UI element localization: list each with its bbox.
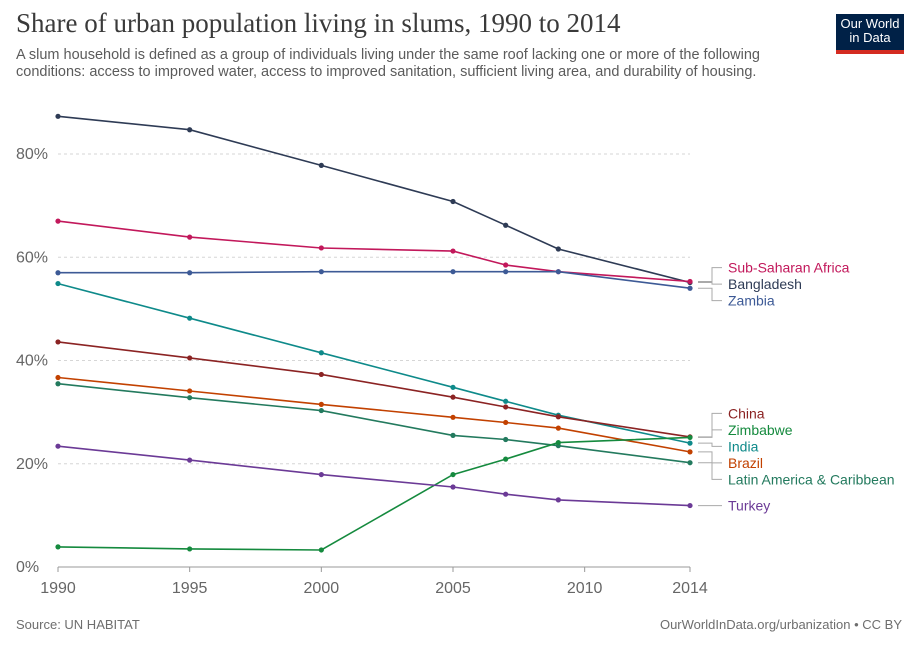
data-point-2-2: [318, 269, 324, 275]
series-line-3: [57, 282, 691, 444]
data-point-8-0: [55, 443, 61, 449]
data-point-3-4: [503, 398, 509, 404]
data-point-0-3: [450, 198, 456, 205]
data-point-3-0: [55, 280, 61, 287]
data-point-1-0: [55, 218, 61, 224]
data-point-0-1: [187, 127, 193, 133]
data-point-0-4: [503, 222, 509, 228]
data-point-7-4: [503, 456, 509, 462]
data-point-4-1: [187, 355, 193, 361]
chart-title: Share of urban population living in slum…: [16, 8, 621, 38]
data-point-8-3: [450, 484, 456, 490]
label-leader-7: [698, 429, 722, 438]
data-point-7-0: [55, 544, 61, 550]
label-leader-5: [698, 451, 722, 464]
data-point-4-3: [450, 394, 456, 400]
series-label-1: Sub-Saharan Africa: [728, 260, 850, 276]
data-point-6-4: [503, 436, 509, 443]
data-point-2-1: [187, 270, 193, 276]
data-point-1-1: [187, 234, 193, 240]
x-tick-label-2: 2000: [304, 580, 340, 597]
data-point-2-5: [555, 269, 561, 275]
logo-line-1: Our World: [840, 16, 900, 31]
data-point-5-4: [503, 419, 509, 426]
data-point-8-4: [503, 491, 509, 497]
data-point-4-4: [503, 404, 509, 410]
data-point-6-1: [187, 395, 193, 401]
data-point-1-3: [450, 248, 456, 254]
data-point-8-2: [318, 471, 324, 478]
data-point-1-2: [318, 245, 324, 251]
data-point-6-2: [318, 407, 324, 414]
data-point-0-5: [555, 246, 561, 252]
series-label-3: India: [728, 438, 759, 454]
data-point-8-5: [555, 497, 561, 503]
data-point-6-0: [55, 381, 61, 387]
chart-subtitle: A slum household is defined as a group o…: [16, 47, 760, 80]
data-point-4-5: [555, 414, 561, 420]
y-tick-label-4: 80%: [16, 146, 48, 163]
label-leader-2: [698, 287, 722, 302]
y-tick-label-2: 40%: [16, 353, 48, 370]
label-leader-4: [698, 412, 722, 438]
source-note: Source: UN HABITAT: [16, 617, 140, 632]
series-label-5: Brazil: [728, 455, 763, 471]
label-leader-3: [698, 442, 722, 447]
data-point-3-2: [318, 350, 324, 356]
data-point-5-5: [555, 425, 561, 431]
data-point-5-6: [687, 449, 693, 455]
data-point-7-3: [450, 471, 456, 478]
data-point-7-6: [687, 434, 693, 441]
series-line-4: [57, 341, 691, 438]
series-label-4: China: [728, 405, 765, 421]
y-tick-label-1: 20%: [16, 456, 48, 473]
data-point-2-6: [687, 285, 693, 291]
series-label-7: Zimbabwe: [728, 422, 793, 438]
data-point-7-5: [555, 439, 561, 446]
data-point-1-6: [687, 278, 693, 285]
series-label-0: Bangladesh: [728, 276, 802, 292]
y-tick-label-0: 0%: [16, 559, 39, 576]
series-label-8: Turkey: [728, 498, 770, 514]
label-leader-1: [698, 267, 722, 282]
data-point-7-2: [318, 547, 324, 553]
data-point-6-6: [687, 460, 693, 466]
data-point-5-0: [55, 374, 61, 381]
data-point-3-1: [187, 315, 193, 321]
series-label-6: Latin America & Caribbean: [728, 471, 895, 487]
data-point-4-2: [318, 371, 324, 378]
data-point-3-3: [450, 384, 456, 390]
data-point-8-6: [687, 502, 693, 509]
x-tick-label-4: 2010: [567, 580, 603, 597]
series-line-0: [57, 115, 691, 284]
data-point-7-1: [187, 546, 193, 552]
data-point-5-1: [187, 388, 193, 394]
data-point-1-4: [503, 262, 509, 268]
x-tick-label-1: 1995: [172, 580, 208, 597]
owid-logo[interactable]: Our World in Data: [836, 14, 904, 54]
label-leader-0: [698, 282, 722, 285]
data-point-8-1: [187, 457, 193, 463]
data-point-2-3: [450, 269, 456, 275]
y-tick-label-3: 60%: [16, 249, 48, 266]
data-point-0-0: [55, 113, 61, 119]
credit-link[interactable]: OurWorldInData.org/urbanization • CC BY: [659, 617, 902, 632]
data-point-2-4: [503, 269, 509, 275]
series-line-8: [57, 445, 691, 507]
x-tick-label-5: 2014: [672, 580, 708, 597]
data-point-0-2: [318, 162, 324, 168]
data-point-2-0: [55, 270, 61, 276]
data-point-5-2: [318, 401, 324, 407]
data-point-6-3: [450, 432, 456, 438]
series-label-2: Zambia: [728, 293, 775, 309]
series-line-7: [57, 436, 691, 551]
x-tick-label-0: 1990: [40, 580, 76, 597]
data-point-5-3: [450, 414, 456, 420]
label-leader-6: [698, 462, 722, 480]
logo-line-2: in Data: [849, 30, 891, 45]
data-point-4-0: [55, 339, 61, 345]
data-point-3-6: [687, 440, 693, 446]
x-tick-label-3: 2005: [435, 580, 471, 597]
